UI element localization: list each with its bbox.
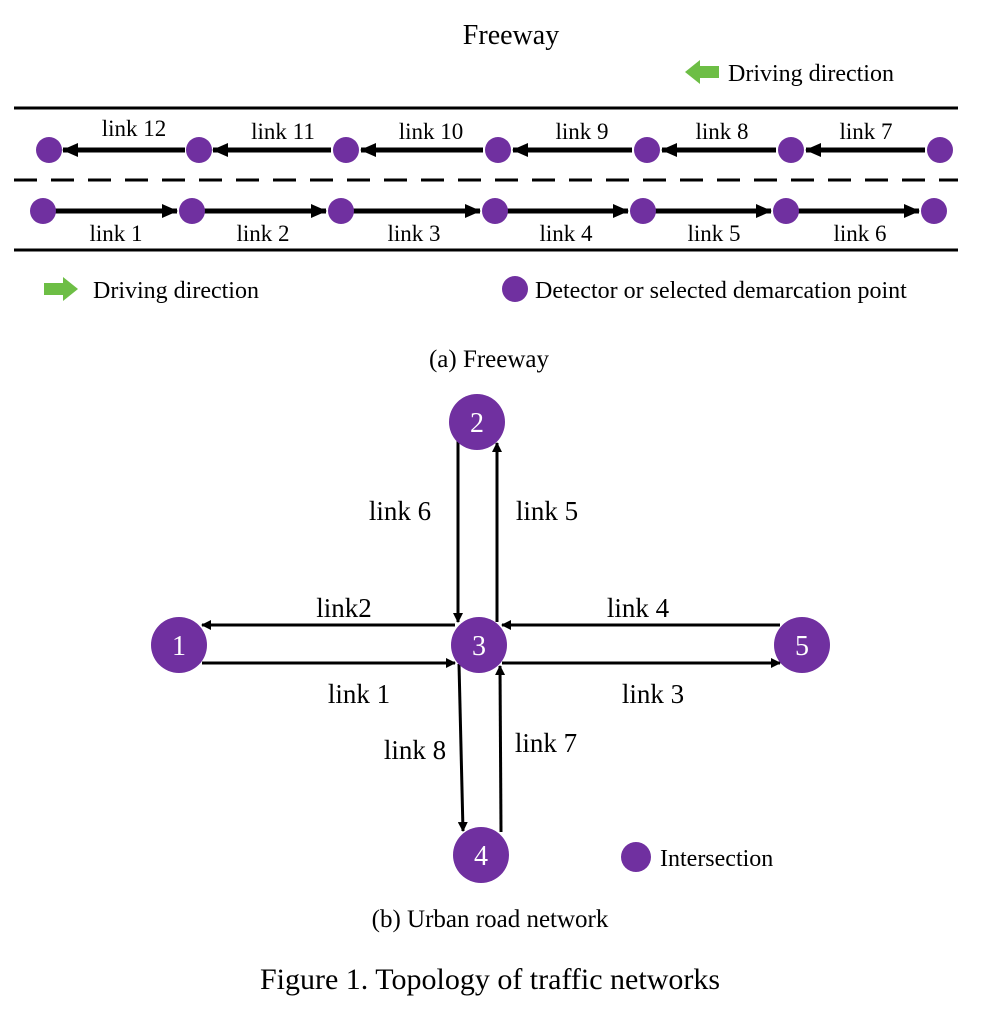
detector-point xyxy=(778,137,804,163)
urban-label-link-6: link 6 xyxy=(369,496,431,526)
urban-label-link-3: link 3 xyxy=(622,679,684,709)
label-link-4: link 4 xyxy=(539,221,593,246)
upper-lane-detectors xyxy=(36,137,953,163)
detector-point xyxy=(927,137,953,163)
label-link-11: link 11 xyxy=(251,119,315,144)
label-link-8: link 8 xyxy=(695,119,748,144)
svg-text:1: 1 xyxy=(172,631,186,662)
detector-point xyxy=(30,198,56,224)
label-link-10: link 10 xyxy=(399,119,464,144)
intersection-legend-label: Intersection xyxy=(660,846,773,872)
detector-point xyxy=(630,198,656,224)
urban-label-link-7: link 7 xyxy=(515,728,577,758)
urban-label-link-2: link2 xyxy=(316,593,372,623)
lower-lane-detectors xyxy=(30,198,947,224)
urban-label-link-5: link 5 xyxy=(516,496,578,526)
label-link-12: link 12 xyxy=(102,116,167,141)
arrow-urban-link-8 xyxy=(457,663,468,832)
label-link-2: link 2 xyxy=(236,221,289,246)
label-link-1: link 1 xyxy=(89,221,142,246)
arrow-urban-link-7 xyxy=(495,665,506,833)
purple-circle-icon xyxy=(502,276,528,302)
detector-point xyxy=(328,198,354,224)
intersection-node-3: 3 xyxy=(451,617,507,673)
detector-point xyxy=(36,137,62,163)
label-link-9: link 9 xyxy=(555,119,608,144)
detector-point xyxy=(482,198,508,224)
intersection-node-4: 4 xyxy=(453,827,509,883)
detector-point xyxy=(773,198,799,224)
detector-point xyxy=(485,137,511,163)
label-link-5: link 5 xyxy=(687,221,740,246)
intersection-legend-icon xyxy=(621,842,651,872)
svg-text:3: 3 xyxy=(472,631,486,662)
intersection-node-5: 5 xyxy=(774,617,830,673)
top-direction-legend-label: Driving direction xyxy=(728,61,894,87)
detector-point xyxy=(333,137,359,163)
detector-point xyxy=(634,137,660,163)
freeway-title: Freeway xyxy=(463,20,559,51)
bottom-direction-legend-label: Driving direction xyxy=(93,278,259,304)
green-right-arrow-icon xyxy=(44,277,78,301)
green-left-arrow-icon xyxy=(685,60,719,84)
figure-caption: Figure 1. Topology of traffic networks xyxy=(260,963,720,996)
detector-point xyxy=(186,137,212,163)
label-link-6: link 6 xyxy=(833,221,886,246)
freeway-caption: (a) Freeway xyxy=(429,346,550,373)
urban-caption: (b) Urban road network xyxy=(372,906,609,933)
detector-legend-label: Detector or selected demarcation point xyxy=(535,278,907,304)
svg-text:5: 5 xyxy=(795,631,809,662)
detector-point xyxy=(921,198,947,224)
detector-point xyxy=(179,198,205,224)
label-link-7: link 7 xyxy=(839,119,892,144)
intersection-node-2: 2 xyxy=(449,394,505,450)
urban-label-link-4: link 4 xyxy=(607,593,670,623)
urban-label-link-8: link 8 xyxy=(384,735,446,765)
urban-label-link-1: link 1 xyxy=(328,679,390,709)
label-link-3: link 3 xyxy=(387,221,440,246)
svg-text:4: 4 xyxy=(474,841,488,872)
svg-text:2: 2 xyxy=(470,408,484,439)
intersection-node-1: 1 xyxy=(151,617,207,673)
